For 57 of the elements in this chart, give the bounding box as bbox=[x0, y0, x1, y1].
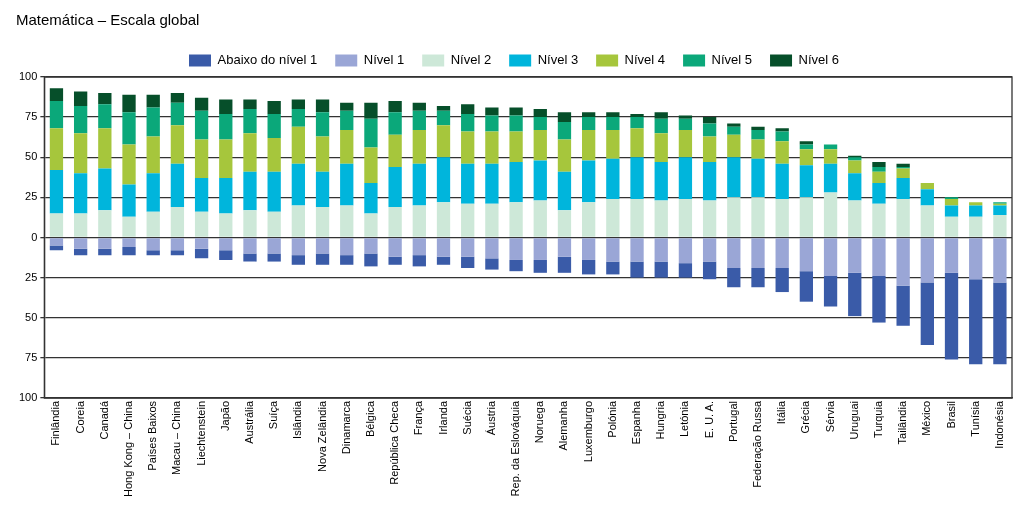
x-tick-label: Canadá bbox=[97, 400, 110, 440]
x-tick-label: Coreia bbox=[73, 400, 86, 434]
y-tick-label: 25 bbox=[25, 270, 38, 283]
x-tick-label: Noruega bbox=[533, 400, 546, 444]
x-tick-label: Tailândia bbox=[896, 400, 909, 445]
x-tick-label: Luxemburgo bbox=[581, 400, 594, 463]
y-tick-label: 75 bbox=[25, 350, 38, 363]
x-tick-label: Portugal bbox=[726, 400, 739, 442]
x-tick-label: Espanha bbox=[630, 400, 643, 445]
x-tick-label: Federação Russa bbox=[751, 400, 764, 488]
x-tick-label: Países Baixos bbox=[146, 400, 159, 471]
legend-label: Nível 4 bbox=[624, 52, 666, 68]
chart-title: Matemática – Escala global bbox=[16, 11, 200, 29]
x-tick-label: Indonésia bbox=[992, 400, 1005, 449]
x-tick-label: Hong Kong – China bbox=[122, 400, 135, 497]
x-tick-label: Grécia bbox=[799, 400, 812, 434]
y-tick-label: 75 bbox=[25, 110, 38, 123]
x-tick-label: Austrália bbox=[243, 400, 256, 444]
x-tick-label: Hungria bbox=[654, 400, 667, 440]
x-tick-label: Finlândia bbox=[49, 400, 62, 446]
x-tick-label: Dinamarca bbox=[339, 400, 352, 455]
x-tick-label: Liechtenstein bbox=[194, 400, 207, 466]
x-tick-label: Itália bbox=[775, 400, 788, 425]
legend-label: Abaixo do nível 1 bbox=[217, 52, 318, 68]
x-tick-label: Letónia bbox=[678, 400, 691, 438]
x-tick-label: Japão bbox=[218, 400, 231, 431]
x-tick-label: Suécia bbox=[460, 400, 473, 435]
x-tick-label: França bbox=[412, 400, 425, 436]
x-tick-label: Sérvia bbox=[823, 400, 836, 433]
x-tick-label: Turquia bbox=[871, 400, 884, 438]
x-tick-label: Rep. da Eslováquia bbox=[509, 400, 522, 497]
y-tick-label: 100 bbox=[18, 70, 38, 83]
x-tick-label: México bbox=[920, 400, 933, 436]
x-tick-label: Alemanha bbox=[557, 400, 570, 451]
x-tick-label: Suíça bbox=[267, 400, 280, 430]
legend-label: Nível 6 bbox=[798, 52, 840, 68]
x-tick-label: Brasil bbox=[944, 400, 957, 429]
x-tick-label: Nova Zelândia bbox=[315, 400, 328, 472]
x-tick-label: Polónia bbox=[605, 400, 618, 438]
x-tick-label: Tunísia bbox=[968, 400, 981, 437]
x-tick-label: E. U. A. bbox=[702, 400, 715, 439]
x-tick-label: Uruguai bbox=[847, 400, 860, 440]
x-tick-label: Bélgica bbox=[363, 400, 376, 438]
x-tick-label: Irlanda bbox=[436, 400, 449, 435]
legend-label: Nível 1 bbox=[363, 52, 405, 68]
x-tick-label: Áustria bbox=[484, 400, 497, 436]
y-tick-label: 25 bbox=[25, 190, 38, 203]
legend-label: Nível 2 bbox=[450, 52, 492, 68]
legend-label: Nível 5 bbox=[711, 52, 753, 68]
legend-label: Nível 3 bbox=[537, 52, 579, 68]
x-tick-label: República Checa bbox=[388, 400, 401, 485]
x-tick-label: Macau – China bbox=[170, 400, 183, 475]
y-tick-label: 50 bbox=[25, 310, 38, 323]
x-tick-label: Islândia bbox=[291, 400, 304, 439]
y-tick-label: 100 bbox=[18, 391, 38, 404]
y-tick-label: 50 bbox=[25, 150, 38, 163]
y-tick-label: 0 bbox=[31, 230, 38, 243]
